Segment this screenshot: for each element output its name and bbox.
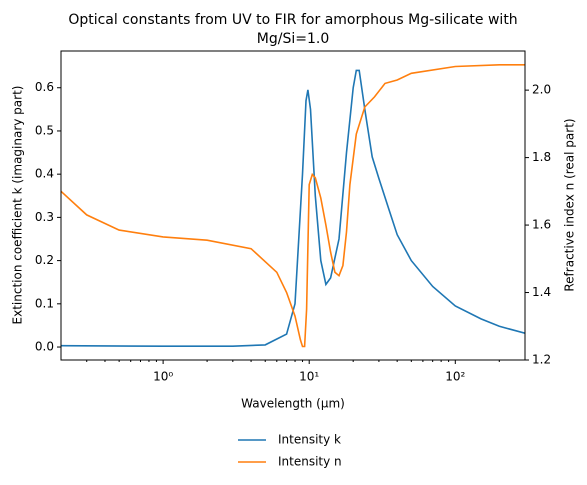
x-tick-label: 10² — [445, 370, 465, 384]
y-tick-label: 0.0 — [35, 340, 54, 354]
y2-tick-label: 1.8 — [532, 150, 551, 164]
y2-axis-label: Refractive index n (real part) — [563, 118, 577, 291]
legend-label: Intensity n — [278, 455, 342, 469]
legend-label: Intensity k — [278, 433, 341, 447]
chart-title: Mg/Si=1.0 — [257, 31, 329, 47]
y2-tick-label: 1.6 — [532, 218, 551, 232]
y2-tick-label: 2.0 — [532, 83, 551, 97]
y-tick-label: 0.3 — [35, 210, 54, 224]
x-tick-label: 10⁰ — [153, 370, 173, 384]
plot-frame — [60, 50, 526, 361]
x-tick-label: 10¹ — [299, 370, 319, 384]
y-tick-label: 0.1 — [35, 296, 54, 310]
chart-title: Optical constants from UV to FIR for amo… — [68, 12, 517, 28]
data-line — [61, 64, 525, 348]
y2-tick-label: 1.2 — [532, 353, 551, 367]
x-axis-label: Wavelength (μm) — [241, 397, 345, 411]
y-tick-label: 0.6 — [35, 80, 54, 94]
data-line — [61, 69, 525, 348]
y-axis-label: Extinction coefficient k (imaginary part… — [11, 86, 25, 325]
y-tick-label: 0.5 — [35, 123, 54, 137]
y-tick-label: 0.2 — [35, 253, 54, 267]
y2-tick-label: 1.4 — [532, 285, 551, 299]
y-tick-label: 0.4 — [35, 167, 54, 181]
